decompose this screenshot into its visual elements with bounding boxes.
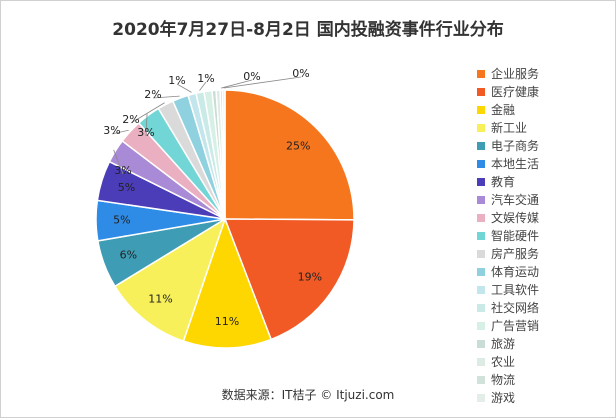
legend-label: 旅游 [491,337,516,351]
chart-title: 2020年7月27日-8月2日 国内投融资事件行业分布 [112,20,504,40]
pie-slice [221,89,226,220]
legend-item: 智能硬件 [477,227,539,245]
legend-swatch [477,358,485,366]
legend-item: 新工业 [477,119,539,137]
legend-swatch [477,304,485,312]
legend-label: 文娱传媒 [491,211,540,225]
slice-data-label: 11% [215,315,239,328]
legend-item: 游戏 [477,389,539,407]
slice-data-label: 0% [292,67,309,80]
legend-swatch [477,286,485,294]
pie-slice [223,218,355,341]
legend-swatch [477,250,485,258]
legend-label: 智能硬件 [491,229,540,243]
slice-leader-line [176,83,192,93]
legend-label: 医疗健康 [491,85,540,99]
legend-item: 医疗健康 [477,83,539,101]
slice-data-label: 1% [197,72,214,85]
slice-data-label: 3% [114,164,131,177]
slice-leader-line [221,79,253,89]
slice-data-label: 2% [122,113,139,126]
slice-leader-line [113,149,124,175]
slice-leader-line [223,76,302,89]
legend-swatch [477,214,485,222]
legend-item: 广告营销 [477,317,539,335]
pie-slice [224,89,355,221]
legend-label: 农业 [491,355,516,369]
slice-leader-line [145,113,148,137]
legend-item: 社交网络 [477,299,539,317]
legend-item: 电子商务 [477,137,539,155]
legend-swatch [477,106,485,114]
data-source-note: 数据来源：IT桔子 © Itjuzi.com [221,388,395,402]
legend-label: 企业服务 [491,67,540,81]
legend: 企业服务医疗健康金融新工业电子商务本地生活教育汽车交通文娱传媒智能硬件房产服务体… [477,65,539,407]
pie-slice [182,216,273,349]
legend-label: 体育运动 [491,265,540,279]
legend-label: 电子商务 [491,139,540,153]
legend-label: 社交网络 [491,301,540,315]
slice-data-label: 0% [243,70,260,83]
legend-swatch [477,178,485,186]
legend-label: 物流 [491,373,516,387]
legend-item: 农业 [477,353,539,371]
legend-label: 本地生活 [491,157,540,171]
legend-swatch [477,394,485,402]
slice-data-label: 1% [168,74,185,87]
legend-item: 企业服务 [477,65,539,83]
legend-swatch [477,376,485,384]
slice-data-label: 3% [103,124,120,137]
legend-label: 游戏 [491,391,516,405]
legend-swatch [477,142,485,150]
legend-label: 工具软件 [491,283,540,297]
slice-leader-line [130,102,165,124]
slice-data-label: 25% [286,139,310,152]
slice-data-label: 5% [113,213,130,226]
legend-swatch [477,268,485,276]
legend-item: 本地生活 [477,155,539,173]
legend-item: 体育运动 [477,263,539,281]
legend-swatch [477,196,485,204]
slice-data-label: 3% [137,126,154,139]
legend-swatch [477,340,485,348]
legend-swatch [477,160,485,168]
slice-data-label: 6% [120,248,137,261]
legend-swatch [477,232,485,240]
legend-item: 工具软件 [477,281,539,299]
legend-label: 教育 [491,175,516,189]
legend-item: 物流 [477,371,539,389]
legend-label: 金融 [491,103,516,117]
slice-data-label: 11% [148,293,172,306]
slice-leader-line [199,81,207,91]
legend-label: 房产服务 [491,247,540,261]
legend-label: 广告营销 [491,319,540,333]
legend-item: 文娱传媒 [477,209,539,227]
legend-swatch [477,322,485,330]
legend-label: 汽车交通 [491,193,540,207]
legend-item: 教育 [477,173,539,191]
slice-data-label: 2% [144,88,161,101]
slice-leader-line [152,95,180,99]
legend-swatch [477,88,485,96]
legend-item: 金融 [477,101,539,119]
legend-item: 汽车交通 [477,191,539,209]
slice-leader-line [111,129,129,135]
legend-item: 旅游 [477,335,539,353]
legend-label: 新工业 [491,121,528,135]
legend-item: 房产服务 [477,245,539,263]
legend-swatch [477,124,485,132]
slice-data-label: 19% [298,271,322,284]
pie-slice [113,217,227,343]
slice-data-label: 5% [118,181,135,194]
legend-swatch [477,70,485,78]
